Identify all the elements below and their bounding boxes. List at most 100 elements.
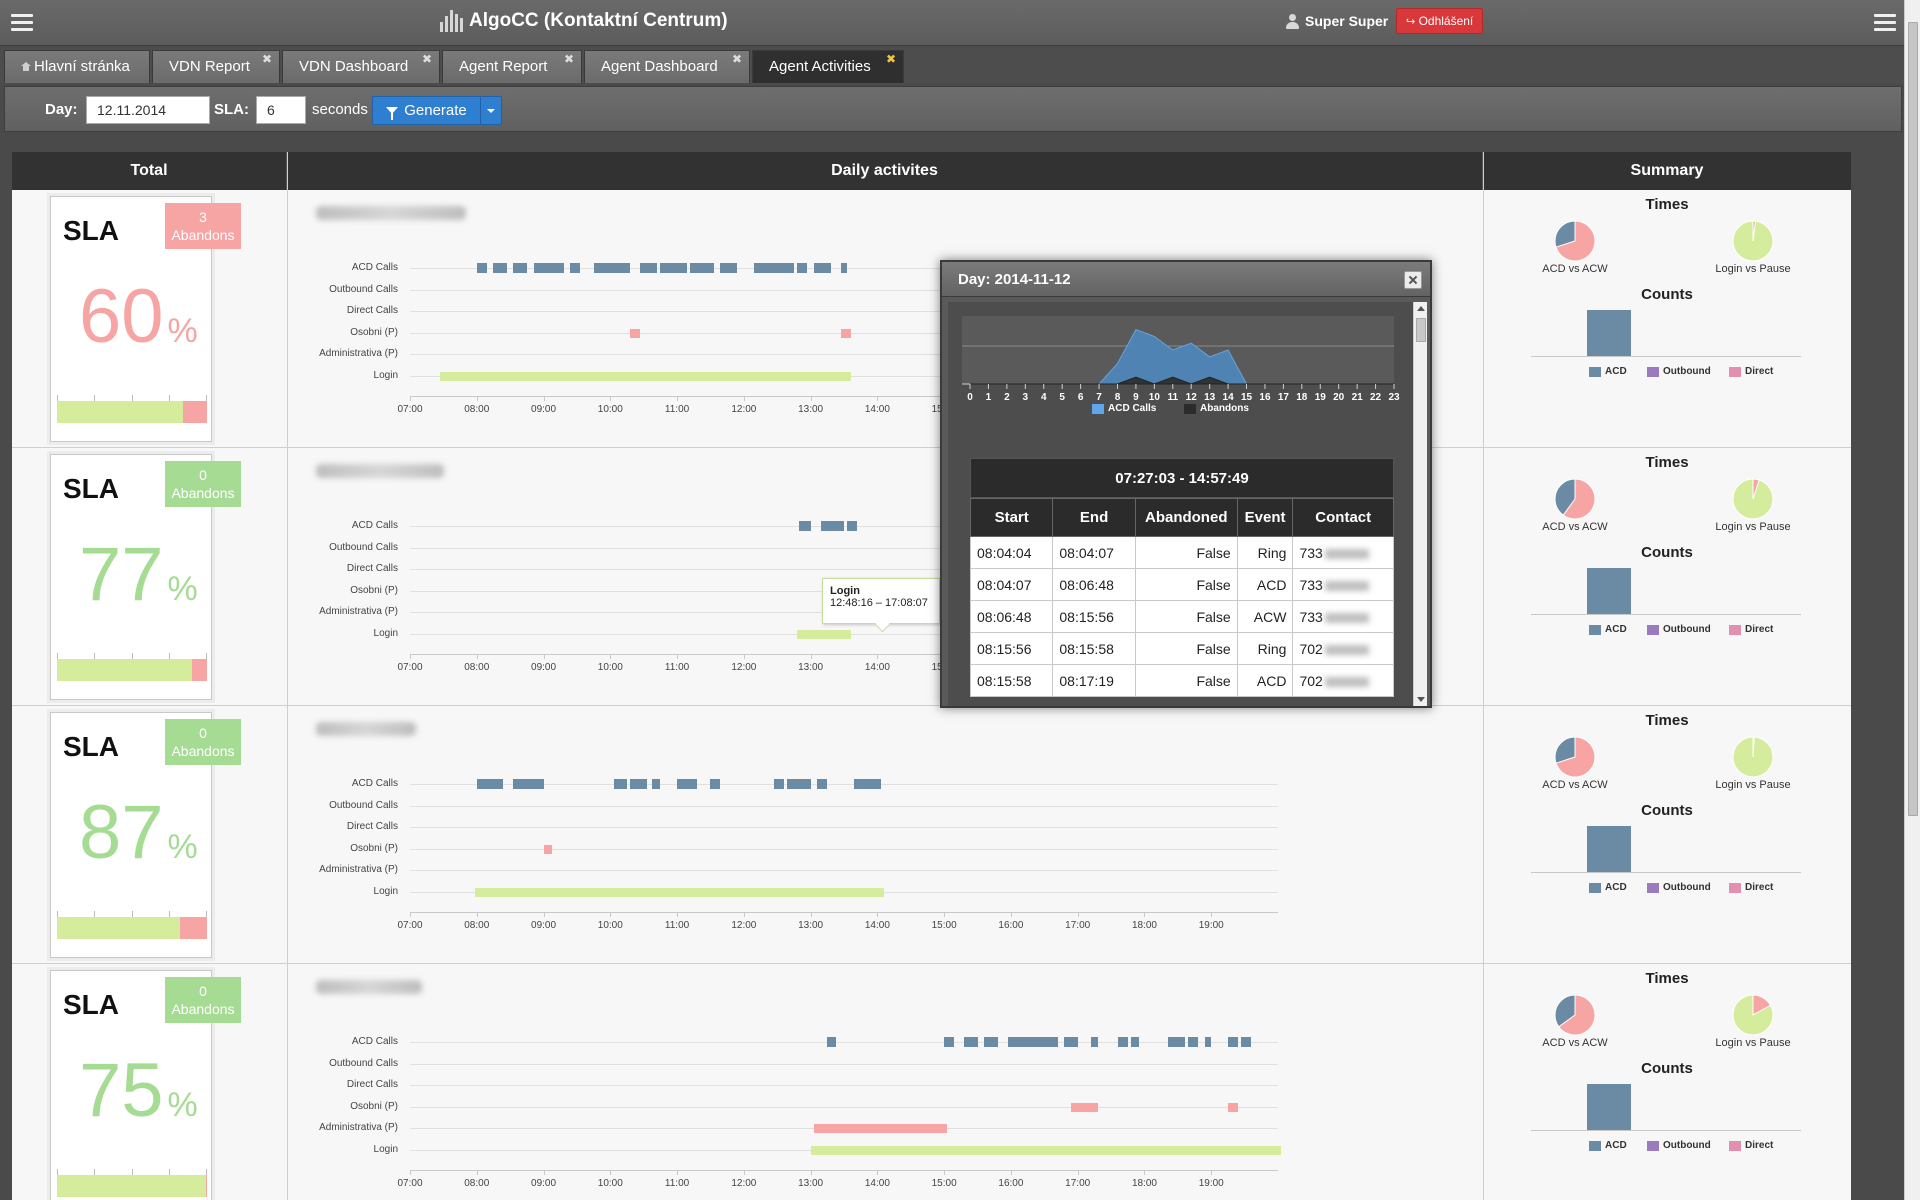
acd-call-segment[interactable]: [476, 263, 487, 273]
menu-right-icon[interactable]: [1874, 14, 1896, 31]
acd-call-segment[interactable]: [964, 1037, 978, 1047]
pie-slice[interactable]: [1752, 478, 1760, 500]
close-icon[interactable]: ✖: [421, 52, 432, 66]
personal-pause-segment[interactable]: [543, 844, 552, 854]
acd-call-segment[interactable]: [1131, 1037, 1140, 1047]
sla-input[interactable]: [256, 96, 306, 124]
logout-button[interactable]: ↪ Odhlášení: [1396, 8, 1484, 34]
acd-call-segment[interactable]: [1241, 1037, 1252, 1047]
page-scroll-thumb[interactable]: [1908, 22, 1918, 816]
admin-pause-segment[interactable]: [813, 1123, 948, 1133]
personal-pause-segment[interactable]: [630, 328, 641, 338]
acd-call-segment[interactable]: [827, 1037, 836, 1047]
acd-call-segment[interactable]: [493, 263, 507, 273]
acd-call-segment[interactable]: [533, 263, 564, 273]
personal-pause-segment[interactable]: [1227, 1102, 1238, 1112]
menu-left-icon[interactable]: [11, 14, 33, 31]
acd-call-segment[interactable]: [710, 779, 721, 789]
tab-agent-dashboard[interactable]: Agent Dashboard ✖: [584, 50, 750, 83]
tab-vdn-dashboard[interactable]: VDN Dashboard ✖: [282, 50, 440, 83]
day-input[interactable]: [86, 96, 210, 124]
close-icon[interactable]: ✖: [563, 52, 574, 66]
pie-acd-vs-acw[interactable]: [1554, 220, 1596, 262]
column-header[interactable]: Start: [969, 498, 1054, 537]
acd-call-segment[interactable]: [677, 779, 698, 789]
table-row[interactable]: 08:04:07 08:06:48 False ACD 733: [969, 568, 1394, 601]
acd-call-segment[interactable]: [787, 779, 811, 789]
table-row[interactable]: 08:04:04 08:04:07 False Ring 733: [969, 536, 1394, 569]
acd-call-segment[interactable]: [690, 263, 714, 273]
personal-pause-segment[interactable]: [840, 328, 851, 338]
acd-call-segment[interactable]: [820, 521, 844, 531]
personal-pause-segment[interactable]: [1071, 1102, 1098, 1112]
acd-call-segment[interactable]: [813, 263, 831, 273]
scroll-thumb[interactable]: [1416, 318, 1426, 342]
acd-call-segment[interactable]: [660, 263, 688, 273]
pie-acd-vs-acw[interactable]: [1554, 994, 1596, 1036]
acd-count-bar[interactable]: [1587, 568, 1631, 614]
acd-call-segment[interactable]: [513, 263, 527, 273]
pie-slice[interactable]: [1562, 478, 1596, 520]
close-icon[interactable]: [1404, 271, 1422, 289]
table-row[interactable]: 08:15:58 08:17:19 False ACD 702: [969, 664, 1394, 697]
column-header[interactable]: End: [1052, 498, 1136, 537]
acd-call-segment[interactable]: [593, 263, 631, 273]
acd-call-segment[interactable]: [1167, 1037, 1185, 1047]
acd-call-segment[interactable]: [773, 779, 784, 789]
scroll-down-icon[interactable]: [1417, 697, 1425, 702]
acd-call-segment[interactable]: [513, 779, 544, 789]
acd-call-segment[interactable]: [817, 779, 828, 789]
pie-slice[interactable]: [1558, 994, 1596, 1036]
acd-call-segment[interactable]: [1091, 1037, 1098, 1047]
acd-call-segment[interactable]: [613, 779, 627, 789]
pie-slice[interactable]: [1555, 220, 1596, 262]
acd-call-segment[interactable]: [854, 779, 881, 789]
acd-call-segment[interactable]: [840, 263, 848, 273]
app-brand[interactable]: AlgoCC (Kontaktní Centrum): [440, 10, 728, 32]
pie-login-vs-pause[interactable]: [1732, 220, 1774, 262]
pie-slice[interactable]: [1752, 736, 1755, 758]
tab-agent-report[interactable]: Agent Report ✖: [442, 50, 582, 83]
generate-main[interactable]: Generate: [373, 97, 481, 124]
login-segment[interactable]: [797, 629, 851, 639]
login-segment[interactable]: [474, 887, 885, 897]
user-menu[interactable]: Super Super: [1286, 13, 1388, 29]
tab-agent-activities[interactable]: Agent Activities ✖: [752, 50, 904, 83]
pie-login-vs-pause[interactable]: [1732, 994, 1774, 1036]
acd-call-segment[interactable]: [798, 521, 811, 531]
pie-slice[interactable]: [1752, 994, 1772, 1016]
login-segment[interactable]: [440, 371, 851, 381]
acd-call-segment[interactable]: [476, 779, 504, 789]
pie-slice[interactable]: [1555, 736, 1596, 778]
close-icon[interactable]: ✖: [261, 52, 272, 66]
acd-call-segment[interactable]: [847, 521, 858, 531]
acd-count-bar[interactable]: [1587, 1084, 1631, 1130]
acd-call-segment[interactable]: [1007, 1037, 1058, 1047]
acd-call-segment[interactable]: [797, 263, 808, 273]
pie-login-vs-pause[interactable]: [1732, 736, 1774, 778]
acd-call-segment[interactable]: [984, 1037, 998, 1047]
acd-call-segment[interactable]: [753, 263, 794, 273]
generate-button[interactable]: Generate: [372, 96, 502, 125]
acd-call-segment[interactable]: [1187, 1037, 1198, 1047]
column-header[interactable]: Contact: [1292, 498, 1394, 537]
acd-call-segment[interactable]: [651, 779, 661, 789]
acd-call-segment[interactable]: [944, 1037, 955, 1047]
pie-slice[interactable]: [1752, 220, 1757, 242]
table-row[interactable]: 08:15:56 08:15:58 False Ring 702: [969, 632, 1394, 665]
acd-call-segment[interactable]: [1204, 1037, 1212, 1047]
tab-home[interactable]: Hlavní stránka: [4, 50, 150, 83]
close-icon[interactable]: ✖: [885, 52, 896, 66]
dialog-scrollbar[interactable]: [1413, 302, 1427, 706]
acd-call-segment[interactable]: [1117, 1037, 1128, 1047]
tab-vdn-report[interactable]: VDN Report ✖: [152, 50, 280, 83]
acd-call-segment[interactable]: [630, 779, 648, 789]
close-icon[interactable]: ✖: [731, 52, 742, 66]
acd-count-bar[interactable]: [1587, 310, 1631, 356]
pie-acd-vs-acw[interactable]: [1554, 478, 1596, 520]
table-row[interactable]: 08:06:48 08:15:56 False ACW 733: [969, 600, 1394, 633]
login-segment[interactable]: [810, 1145, 1282, 1155]
column-header[interactable]: Abandoned: [1134, 498, 1238, 537]
acd-call-segment[interactable]: [1064, 1037, 1078, 1047]
generate-dropdown-toggle[interactable]: [481, 108, 501, 113]
